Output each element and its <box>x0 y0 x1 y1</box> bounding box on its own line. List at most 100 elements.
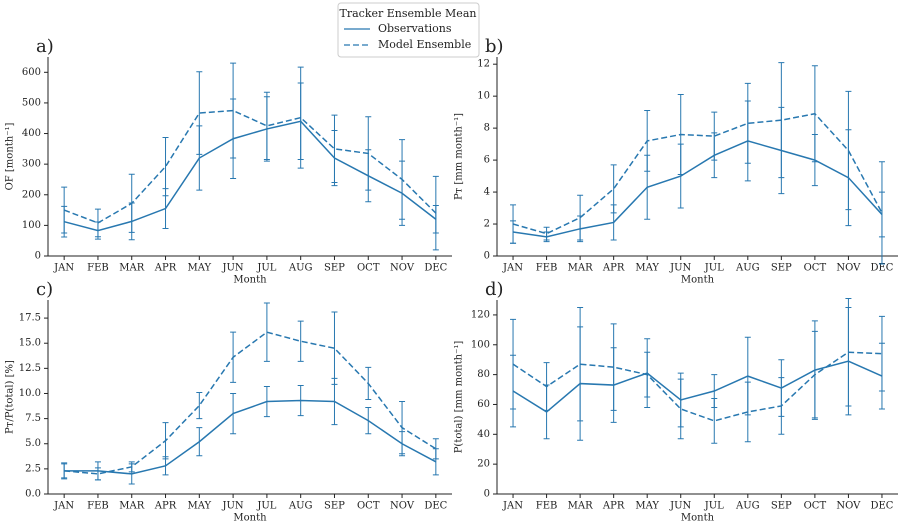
error-bar <box>365 116 372 191</box>
y-tick-label: 600 <box>22 67 41 78</box>
x-axis-label: Month <box>233 513 267 523</box>
x-tick-label: NOV <box>836 501 861 512</box>
y-tick-label: 2 <box>484 219 490 230</box>
error-bar <box>365 407 372 435</box>
panel-label: d) <box>485 279 504 300</box>
error-bar <box>230 331 237 383</box>
series-line <box>64 399 437 475</box>
x-tick-label: NOV <box>390 263 415 274</box>
x-tick-label: APR <box>154 263 177 274</box>
x-tick-label: MAY <box>635 501 659 512</box>
y-tick-label: 0 <box>35 251 41 262</box>
error-bar <box>510 204 517 244</box>
x-tick-label: JUL <box>256 263 276 274</box>
series-line <box>63 109 437 224</box>
legend-box <box>337 2 480 58</box>
x-tick-label: JUN <box>222 263 244 274</box>
y-tick-label: 5.0 <box>25 438 41 449</box>
series-line <box>512 112 883 235</box>
y-tick-label: 12 <box>477 59 490 70</box>
y-tick-label: 4 <box>484 187 490 198</box>
error-bar <box>577 194 584 241</box>
x-tick-label: JAN <box>502 501 523 512</box>
error-bar <box>61 186 68 234</box>
error-bar <box>644 110 651 172</box>
error-bar <box>610 164 617 214</box>
x-tick-label: DEC <box>424 501 447 512</box>
y-tick-label: 2.5 <box>25 463 41 474</box>
x-tick-label: OCT <box>357 263 380 274</box>
y-tick-label: 80 <box>477 369 490 380</box>
error-bar <box>577 306 584 422</box>
legend-label: Observations <box>378 22 452 35</box>
y-tick-label: 20 <box>477 459 490 470</box>
error-bar <box>510 318 517 410</box>
y-tick-label: 17.5 <box>19 313 41 324</box>
x-tick-label: SEP <box>324 501 345 512</box>
series-line <box>512 140 883 238</box>
error-bar <box>162 137 169 197</box>
y-tick-label: 15.0 <box>19 338 41 349</box>
error-bar <box>610 323 617 411</box>
panel-label: c) <box>36 279 53 300</box>
x-tick-label: APR <box>154 501 177 512</box>
x-tick-label: SEP <box>771 501 792 512</box>
y-tick-label: 200 <box>22 189 41 200</box>
x-tick-label: JUL <box>704 263 724 274</box>
x-tick-label: MAY <box>187 263 211 274</box>
error-bar <box>196 427 203 457</box>
error-bar <box>878 315 885 392</box>
x-tick-label: JAN <box>53 263 74 274</box>
error-bar <box>677 378 684 440</box>
error-bar <box>677 94 684 175</box>
error-bar <box>331 311 338 385</box>
x-tick-label: JAN <box>502 263 523 274</box>
error-bar <box>711 111 718 161</box>
x-tick-label: JAN <box>53 501 74 512</box>
y-axis-label: Pᴛ [mm month⁻¹] <box>454 113 465 200</box>
error-bar <box>61 462 68 480</box>
x-tick-label: AUG <box>288 263 313 274</box>
error-bar <box>263 302 270 362</box>
error-bar <box>263 91 270 161</box>
error-bar <box>644 351 651 398</box>
x-tick-label: OCT <box>357 501 380 512</box>
x-axis-label: Month <box>233 275 267 286</box>
x-tick-label: MAR <box>119 263 144 274</box>
x-tick-label: DEC <box>870 501 893 512</box>
error-bar <box>230 392 237 435</box>
error-bar <box>94 467 101 481</box>
x-tick-label: APR <box>602 501 625 512</box>
error-bar <box>365 366 372 401</box>
x-tick-label: AUG <box>735 263 760 274</box>
series-line <box>512 360 883 413</box>
x-tick-label: FEB <box>87 263 109 274</box>
error-bar <box>399 139 406 220</box>
x-tick-label: MAY <box>635 263 659 274</box>
y-tick-label: 8 <box>484 123 490 134</box>
x-tick-label: APR <box>602 263 625 274</box>
x-tick-label: FEB <box>536 263 558 274</box>
x-tick-label: DEC <box>870 263 893 274</box>
y-tick-label: 300 <box>22 159 41 170</box>
x-tick-label: AUG <box>735 501 760 512</box>
x-tick-label: JUL <box>704 501 724 512</box>
y-tick-label: 500 <box>22 97 41 108</box>
series-line <box>63 120 437 232</box>
y-tick-label: 60 <box>477 399 490 410</box>
error-bar <box>845 90 852 211</box>
panel-label: b) <box>485 36 504 57</box>
error-bar <box>399 401 406 455</box>
x-tick-label: SEP <box>324 263 345 274</box>
error-bar <box>744 82 751 164</box>
x-tick-label: MAR <box>568 263 593 274</box>
y-tick-label: 0 <box>484 489 490 500</box>
error-bar <box>297 66 304 169</box>
legend-label: Model Ensemble <box>378 38 471 51</box>
x-tick-label: JUN <box>222 501 244 512</box>
x-tick-label: MAY <box>187 501 211 512</box>
y-tick-label: 400 <box>22 128 41 139</box>
series-line <box>512 351 882 422</box>
error-bar <box>230 62 237 159</box>
